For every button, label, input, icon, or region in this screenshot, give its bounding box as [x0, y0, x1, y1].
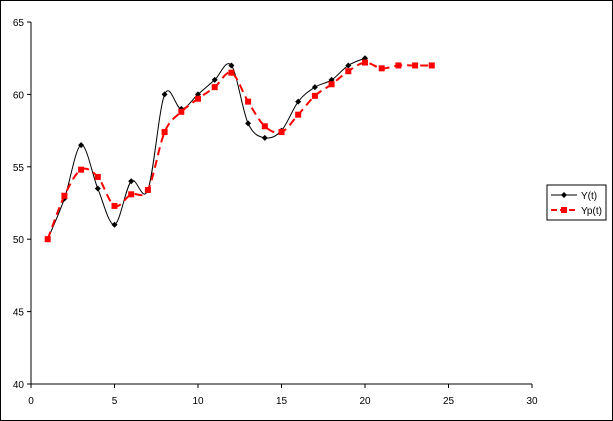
data-point: [261, 134, 268, 141]
y-tick-label: 45: [13, 308, 25, 319]
data-point: [245, 98, 252, 105]
legend-marker: [561, 192, 567, 198]
y-tick-label: 60: [13, 90, 25, 101]
x-tick-label: 15: [276, 396, 288, 407]
y-tick-label: 65: [13, 18, 25, 29]
legend-label: Y(t): [581, 191, 597, 202]
legend: [546, 184, 607, 221]
legend-marker: [561, 207, 567, 213]
data-point: [228, 69, 235, 76]
data-point: [311, 84, 318, 91]
y-tick-label: 55: [13, 163, 25, 174]
data-point: [345, 62, 352, 69]
series-line-1: [46, 61, 432, 240]
data-point: [111, 202, 118, 209]
data-point: [328, 81, 335, 88]
data-point: [362, 59, 368, 66]
x-tick-label: 5: [112, 396, 118, 407]
data-point: [111, 221, 118, 228]
data-point: [178, 108, 185, 115]
data-point: [345, 68, 352, 75]
x-tick-label: 30: [526, 396, 538, 407]
legend-label: Yp(t): [581, 206, 602, 217]
data-point: [278, 129, 285, 136]
data-point: [44, 236, 51, 243]
data-point: [245, 120, 252, 127]
data-point: [295, 98, 302, 105]
data-point: [261, 123, 268, 130]
data-point: [195, 95, 201, 102]
series-line-0: [47, 57, 366, 240]
data-point: [395, 62, 402, 69]
data-point: [311, 92, 318, 99]
data-point: [211, 76, 218, 83]
y-tick-label: 40: [13, 380, 25, 391]
data-point: [78, 166, 85, 173]
data-point: [412, 62, 419, 69]
data-point: [94, 173, 101, 180]
data-point: [61, 192, 68, 199]
x-tick-label: 10: [192, 396, 204, 407]
data-point: [161, 129, 168, 136]
x-tick-label: 0: [28, 396, 34, 407]
data-point: [94, 185, 101, 192]
data-point: [211, 84, 218, 91]
data-point: [295, 111, 302, 118]
data-point: [128, 178, 135, 185]
data-point: [378, 65, 385, 72]
y-tick-label: 50: [13, 235, 25, 246]
data-point: [78, 142, 85, 149]
x-tick-label: 25: [443, 396, 455, 407]
data-point: [128, 191, 135, 198]
data-point: [428, 62, 435, 69]
data-point: [228, 62, 235, 69]
data-point: [161, 91, 168, 98]
data-point: [144, 186, 151, 193]
x-tick-label: 20: [359, 396, 371, 407]
